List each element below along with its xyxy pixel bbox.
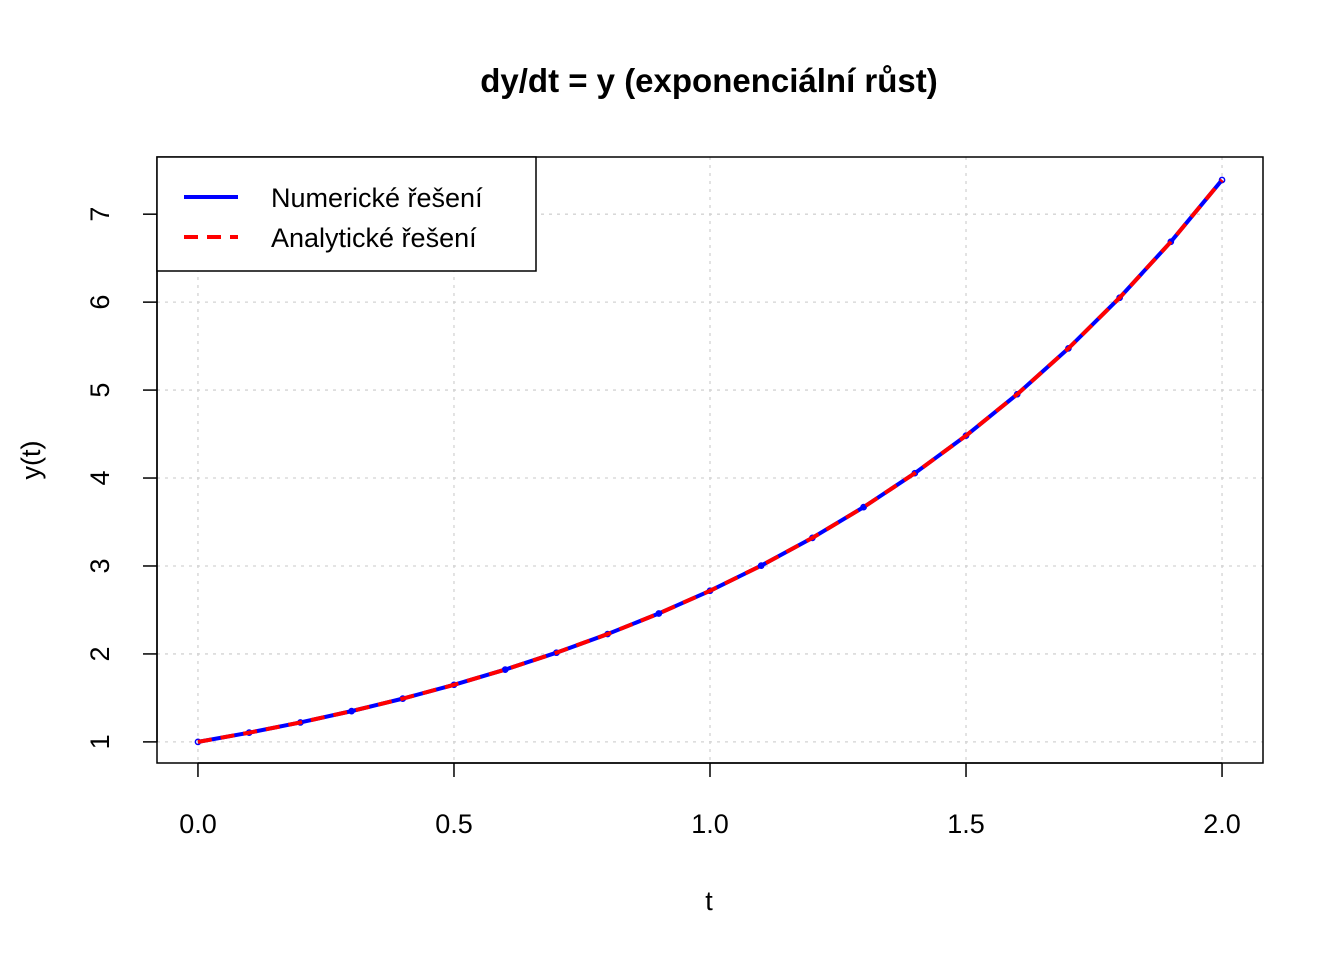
data-point [501,666,509,673]
x-axis-label: t [705,886,713,916]
y-tick-label: 2 [85,646,115,661]
data-point [757,562,765,569]
x-tick-label: 1.5 [947,809,985,839]
x-tick-label: 0.5 [435,809,473,839]
data-point [348,707,355,715]
x-tick-label: 0.0 [179,809,217,839]
legend-label-0: Numerické řešení [271,183,483,213]
y-tick-label: 6 [85,295,115,310]
grid [157,157,1263,763]
y-axis-label: y(t) [16,441,46,480]
series-layer [194,176,1226,746]
data-point [655,610,663,617]
x-axis: 0.0 0.5 1.0 1.5 2.0 [179,762,1241,839]
y-tick-label: 3 [85,558,115,573]
legend: Numerické řešení Analytické řešení [156,156,537,272]
x-tick-label: 1.0 [691,809,729,839]
y-axis: 1 2 3 4 5 6 7 [85,207,158,749]
y-tick-label: 1 [85,734,115,749]
legend-label-1: Analytické řešení [271,223,477,253]
chart-title: dy/dt = y (exponenciální růst) [480,62,938,99]
x-tick-label: 2.0 [1203,809,1241,839]
data-point [860,503,867,511]
y-tick-label: 5 [85,383,115,398]
y-tick-label: 7 [85,207,115,222]
series-line-1 [197,178,1224,744]
y-tick-label: 4 [85,471,115,486]
legend-box [156,156,537,272]
